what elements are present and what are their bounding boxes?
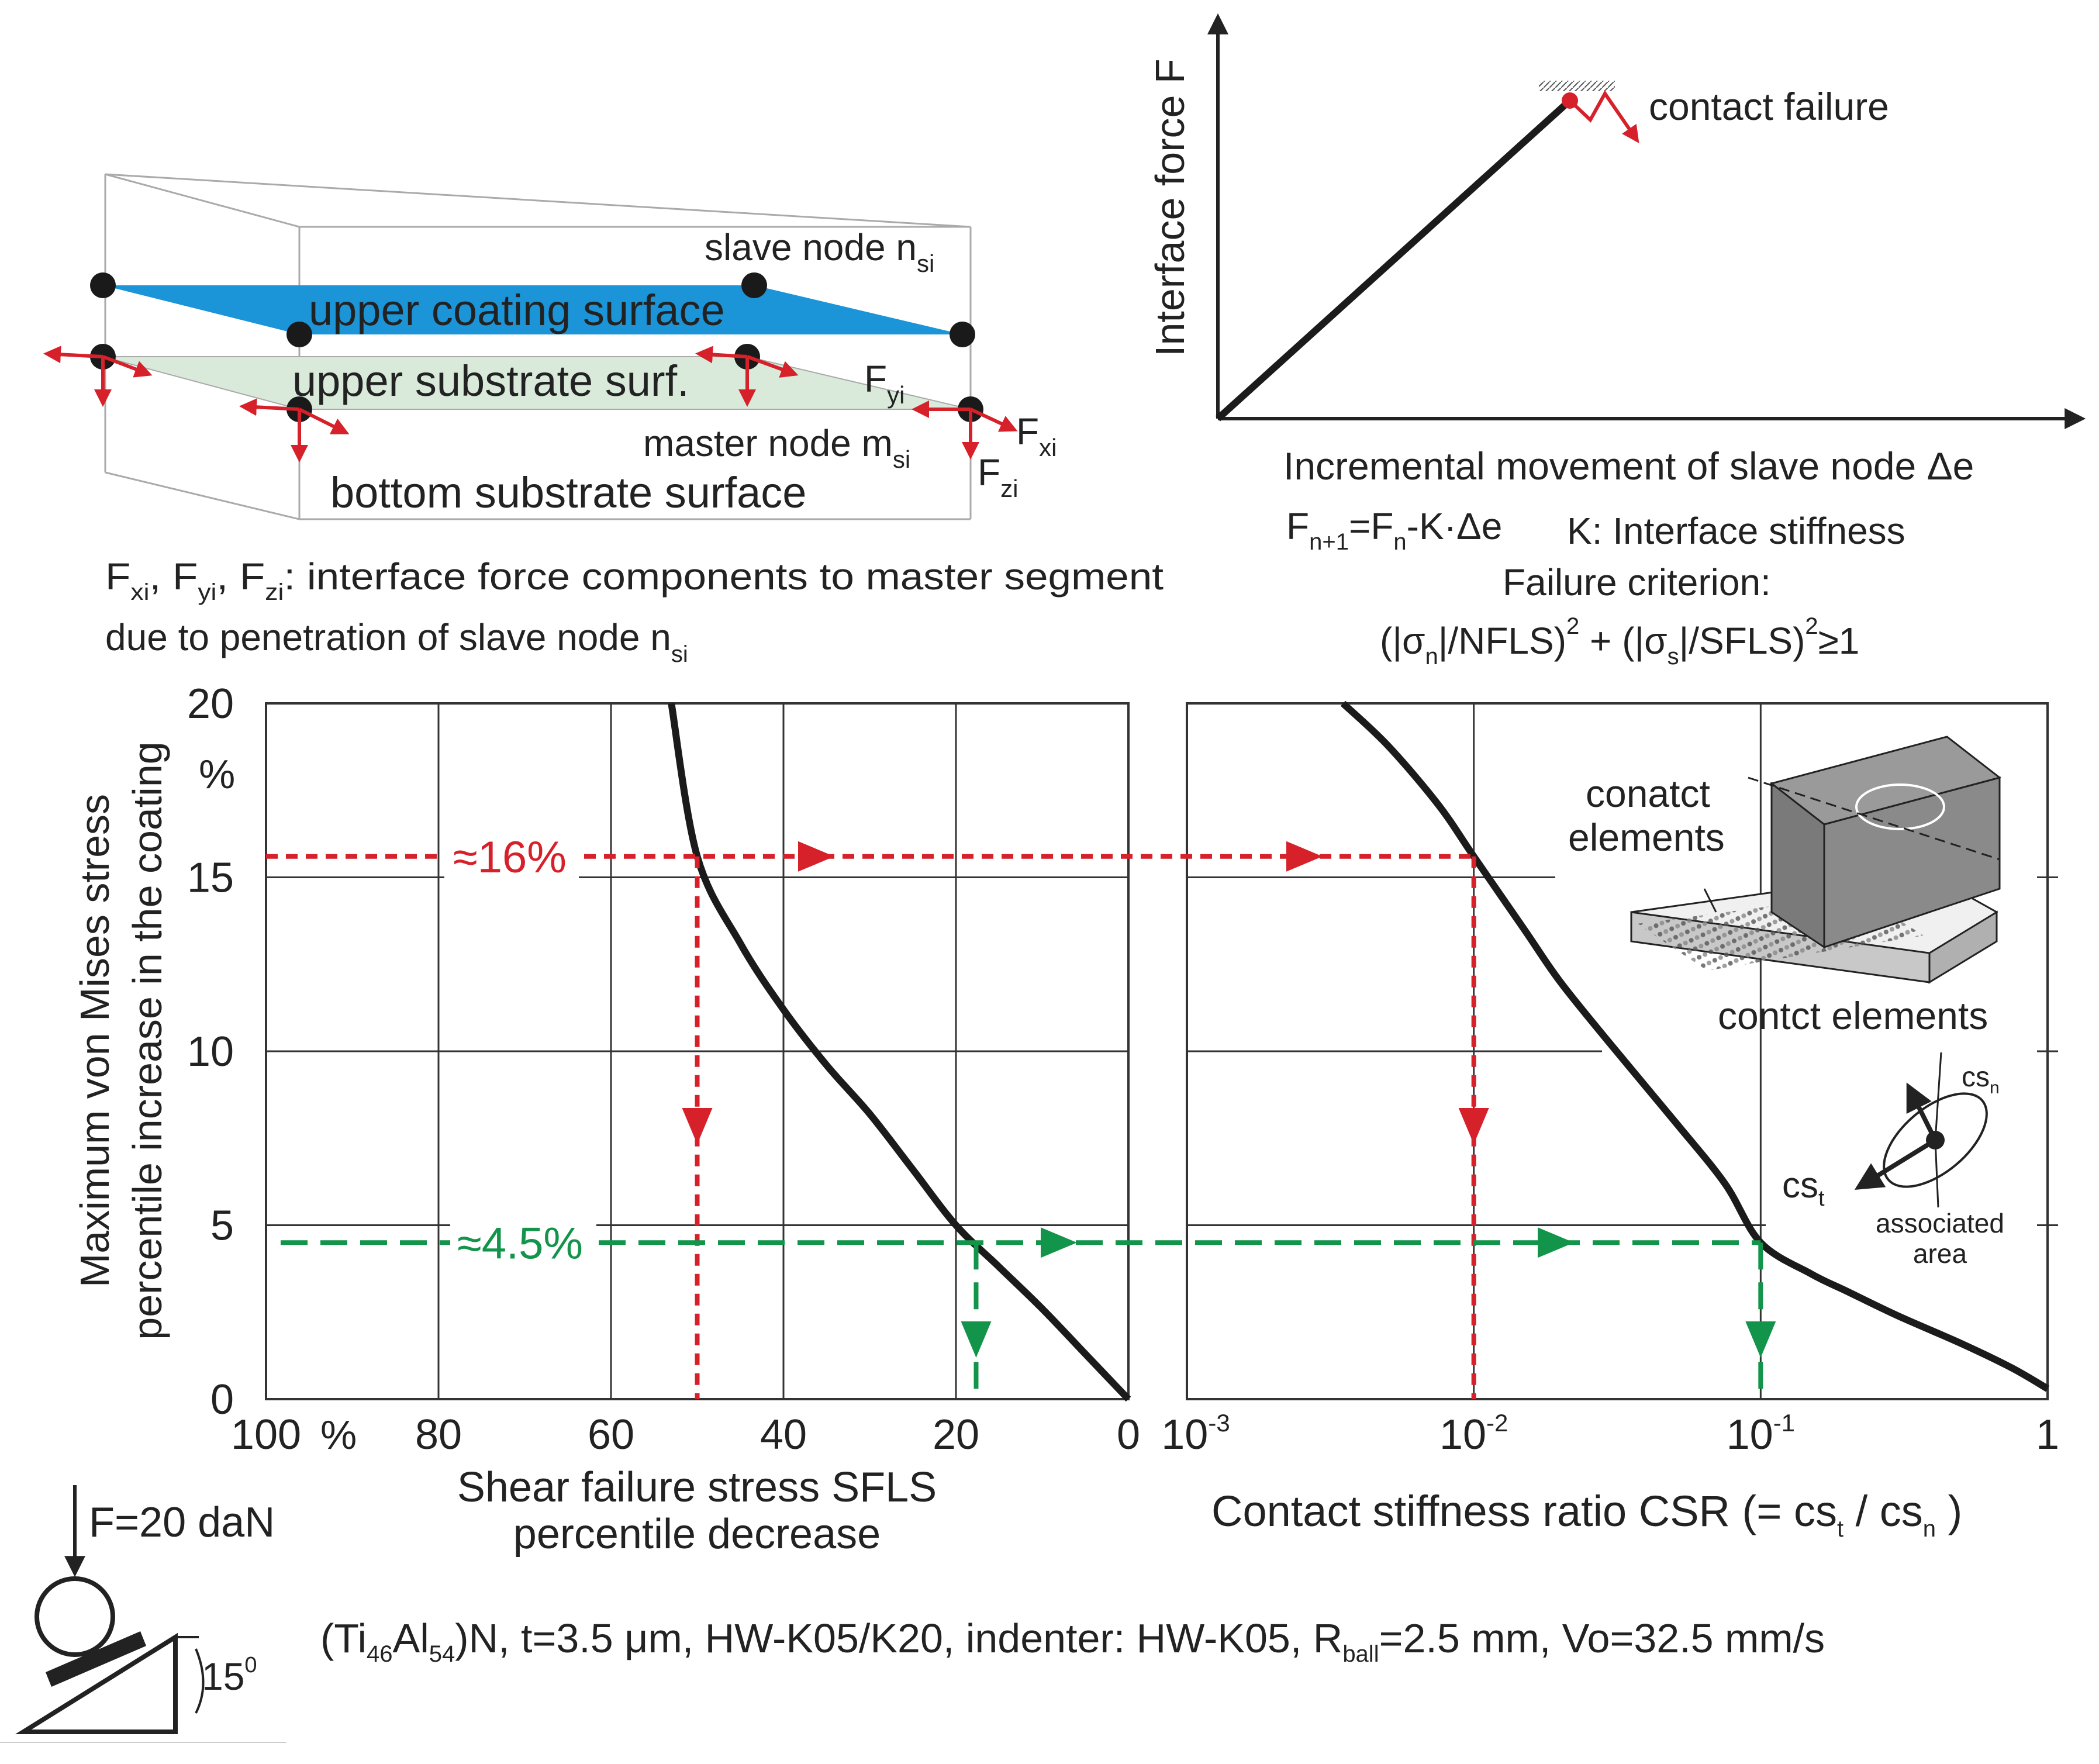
master-node-label: master node msi (643, 422, 910, 473)
inclined-base (15, 1632, 178, 1734)
inset-area-label: area (1913, 1238, 1967, 1269)
bottom-substrate-label: bottom substrate surface (330, 468, 806, 517)
test-setup-sketch: F=20 daN 150 (0, 1485, 286, 1743)
experiment-caption: (Ti46Al54)N, t=3.5 μm, HW-K05/K20, inden… (320, 1615, 1825, 1667)
red-annotation-label: ≈16% (453, 833, 567, 882)
slave-node (741, 272, 767, 298)
guide-arrowhead (1041, 1227, 1077, 1258)
guide-lines: ≈16% ≈4.5% (266, 830, 1776, 1399)
fxi-label: Fxi (1016, 410, 1057, 461)
csr-series-line (1340, 700, 2050, 1392)
sfls-y-tick-label: 10 (187, 1028, 234, 1075)
csr-x-label: Contact stiffness ratio CSR (= cst / csn… (1211, 1487, 1962, 1542)
sfls-x-label2: percentile decrease (513, 1511, 881, 1558)
failure-criterion-label: Failure criterion: (1503, 561, 1771, 603)
sfls-y-tick-label: 20 (187, 681, 234, 727)
sfls-chart: 100 80 60 40 20 0 0 5 10 15 20 % % Shear failure s… (72, 681, 1140, 1558)
update-formula: Fn+1=Fn-K·Δe (1286, 505, 1502, 555)
guide-arrowhead (1538, 1227, 1574, 1258)
contact-elements-inset: conatct elements contct elements csn cst… (1568, 736, 2004, 1269)
sfls-x-tick-label: 40 (760, 1411, 807, 1458)
fzi-label: Fzi (978, 451, 1018, 502)
sfls-x-tick-label: 80 (415, 1411, 462, 1458)
csr-tick-labels: 10-3 10-2 10-1 1 (1161, 1409, 2059, 1458)
sfls-grid (265, 702, 1130, 1400)
interface-force-chart: contact failure Interface force F Increm… (1147, 13, 2086, 669)
sfls-series-line (668, 703, 1131, 1402)
guide-arrowhead (798, 841, 834, 872)
inset-elements-label: elements (1568, 816, 1725, 859)
csr-x-tick-label: 10-3 (1161, 1409, 1230, 1458)
fyi-label: Fyi (864, 358, 904, 409)
sfls-x-unit: % (320, 1412, 357, 1458)
upper-coating-plane (103, 285, 962, 334)
slave-node-label: slave node nsi (705, 226, 934, 277)
failure-hatch (1539, 81, 1615, 91)
angle-label: 150 (202, 1653, 257, 1698)
guide-arrowhead (1458, 1108, 1489, 1144)
slave-node (286, 322, 312, 347)
csr-x-tick-label: 1 (2036, 1411, 2059, 1458)
force-axis-label: Interface force F (1147, 58, 1193, 357)
specimen (46, 1631, 146, 1687)
green-label-bg (450, 1216, 596, 1269)
sfls-x-tick-label: 20 (933, 1411, 979, 1458)
stiffness-label: K: Interface stiffness (1567, 510, 1905, 552)
sfls-y-unit: % (199, 751, 235, 797)
sfls-y-tick-label: 0 (210, 1376, 234, 1423)
indenter-ball (34, 1576, 115, 1657)
guide-arrowhead (1745, 1321, 1776, 1358)
force-caption-line2: due to penetration of slave node nsi (105, 616, 688, 667)
sfls-x-tick-label: 0 (1117, 1411, 1140, 1458)
upper-substrate-label: upper substrate surf. (292, 357, 689, 405)
inset-contct-elements-label: contct elements (1718, 994, 1988, 1037)
sfls-tick-labels: 100 80 60 40 20 0 0 5 10 15 20 (187, 681, 1140, 1458)
sfls-y-label2: percentile increase in the coating (125, 741, 170, 1340)
contact-surfaces-diagram: slave node nsi upper coating surface upp… (43, 173, 1164, 667)
contact-failure-label: contact failure (1649, 85, 1889, 128)
green-annotation-label: ≈4.5% (457, 1218, 583, 1268)
movement-axis-label: Incremental movement of slave node Δe (1283, 444, 1974, 488)
inset-cst-label: cst (1782, 1165, 1825, 1211)
failure-arrow (1568, 90, 1639, 143)
sfls-y-tick-label: 5 (210, 1203, 234, 1249)
sfls-y-tick-label: 15 (187, 855, 234, 902)
force-line (1215, 98, 1573, 422)
csr-chart: 10-3 10-2 10-1 1 Contact stiffness ratio CS… (1161, 700, 2059, 1542)
sfls-x-tick-label: 100 (231, 1411, 301, 1458)
sfls-x-tick-label: 60 (588, 1411, 634, 1458)
sfls-y-label: Maximum von Mises stress (72, 794, 118, 1287)
upper-coating-label: upper coating surface (309, 286, 725, 334)
force-label: F=20 daN (89, 1499, 275, 1546)
csr-x-tick-label: 10-2 (1439, 1409, 1508, 1458)
slave-node (90, 272, 116, 298)
inset-conatct-label: conatct (1586, 772, 1710, 815)
inset-associated-label: associated (1876, 1208, 2004, 1238)
guide-arrowhead (1286, 841, 1323, 872)
csr-x-tick-label: 10-1 (1727, 1409, 1795, 1458)
red-label-bg (444, 830, 579, 883)
slave-node (950, 322, 975, 347)
sfls-x-label: Shear failure stress SFLS (457, 1464, 937, 1511)
guide-arrowhead (682, 1108, 713, 1144)
criterion-formula: (|σn|/NFLS)2 + (|σs|/SFLS)2≥1 (1380, 613, 1859, 669)
inset-csn-label: csn (1962, 1062, 2000, 1097)
guide-arrowhead (961, 1321, 992, 1358)
